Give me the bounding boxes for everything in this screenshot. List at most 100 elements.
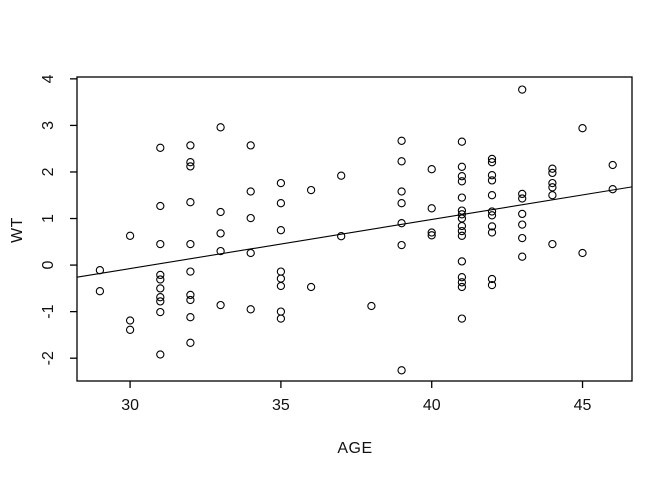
- x-tick-label: 35: [272, 397, 290, 414]
- data-point: [487, 154, 497, 164]
- data-point: [156, 275, 165, 284]
- data-point: [186, 158, 195, 167]
- data-point: [548, 191, 557, 200]
- data-point: [548, 183, 557, 192]
- data-point: [246, 141, 255, 150]
- data-point: [397, 187, 406, 196]
- data-point: [276, 226, 286, 235]
- data-point: [306, 185, 316, 195]
- x-tick-label: 30: [121, 397, 139, 414]
- data-point: [548, 239, 557, 249]
- data-point: [156, 201, 165, 211]
- data-point: [457, 221, 467, 231]
- data-point: [608, 185, 617, 194]
- data-point: [518, 85, 527, 94]
- data-point: [457, 162, 467, 171]
- data-point: [156, 307, 165, 317]
- data-point: [397, 219, 406, 228]
- data-point: [487, 158, 497, 167]
- data-point: [276, 314, 286, 323]
- data-point: [457, 231, 467, 240]
- data-point: [367, 301, 376, 311]
- y-tick-label: -2: [40, 351, 57, 365]
- data-point: [216, 207, 225, 217]
- data-point: [548, 168, 557, 178]
- data-point: [186, 162, 195, 171]
- data-point: [125, 231, 135, 240]
- data-point: [95, 287, 105, 296]
- data-point: [518, 233, 527, 243]
- data-point: [216, 246, 225, 256]
- data-point: [216, 300, 225, 310]
- x-tick-label: 45: [574, 397, 592, 414]
- data-point: [156, 284, 165, 293]
- data-point: [427, 204, 436, 213]
- data-point: [276, 281, 286, 291]
- data-point: [186, 295, 195, 305]
- data-point: [457, 172, 467, 181]
- data-point: [457, 273, 467, 282]
- data-point: [457, 226, 467, 236]
- y-tick-label: 0: [40, 261, 57, 270]
- data-point: [156, 293, 165, 302]
- data-point: [397, 157, 406, 166]
- data-point: [186, 338, 195, 347]
- regression-line: [76, 186, 633, 278]
- data-point: [457, 282, 467, 292]
- data-point: [457, 137, 467, 146]
- data-point: [487, 222, 497, 231]
- x-tick-label: 40: [423, 397, 441, 414]
- data-point: [487, 280, 497, 290]
- data-point: [457, 177, 467, 186]
- data-point: [276, 178, 286, 188]
- data-point: [246, 187, 255, 196]
- data-point: [397, 366, 406, 375]
- data-point: [578, 124, 587, 133]
- data-point: [95, 266, 105, 275]
- data-point: [457, 278, 467, 287]
- data-point: [337, 171, 346, 180]
- y-tick-label: 2: [40, 167, 57, 176]
- data-point: [276, 199, 286, 208]
- data-point: [125, 325, 135, 334]
- data-point: [125, 316, 135, 325]
- x-axis-label: AGE: [337, 440, 373, 457]
- data-point: [548, 164, 557, 173]
- data-point: [548, 178, 557, 188]
- data-point: [216, 229, 225, 238]
- data-point: [608, 160, 617, 170]
- data-point: [186, 290, 195, 300]
- data-point: [518, 209, 527, 219]
- data-point: [487, 274, 497, 284]
- data-point: [518, 220, 527, 229]
- data-point: [578, 248, 587, 258]
- y-tick-label: 1: [40, 214, 57, 223]
- data-point: [156, 350, 165, 359]
- data-point: [246, 305, 255, 314]
- data-point: [487, 207, 497, 216]
- data-point: [216, 123, 225, 132]
- data-point: [457, 206, 467, 215]
- data-point: [276, 274, 286, 283]
- data-point: [186, 239, 195, 249]
- data-point: [427, 231, 436, 240]
- data-point: [156, 297, 165, 306]
- data-point: [186, 198, 195, 207]
- y-tick-label: -1: [40, 304, 57, 318]
- data-point: [306, 282, 316, 292]
- data-point: [276, 307, 286, 316]
- data-point: [457, 257, 467, 266]
- data-point: [246, 213, 255, 223]
- data-point: [156, 143, 165, 152]
- data-point: [487, 211, 497, 220]
- data-point: [186, 141, 195, 150]
- data-point: [457, 210, 467, 219]
- plot-box: [76, 76, 633, 382]
- data-point: [457, 193, 467, 202]
- y-axis-label: WT: [9, 217, 26, 243]
- data-point: [276, 267, 286, 276]
- data-point: [518, 252, 527, 261]
- data-point: [186, 267, 195, 276]
